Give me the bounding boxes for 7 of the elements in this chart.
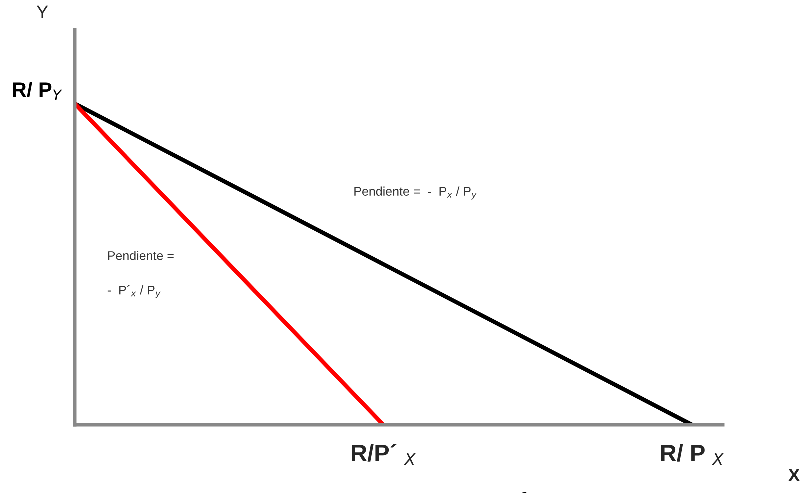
text: R/ P$_{Y}$	[13, 82, 62, 100]
x-tick-label: R/P´ $_{X}$	[352, 444, 416, 466]
x-axis-title: X	[788, 469, 800, 482]
x-tick-label: R/ P $_{X}$	[661, 444, 724, 466]
text: Pendiente = - P´$_{x}$ / P$_{y}$	[108, 251, 174, 298]
y-axis-title: Y	[36, 6, 48, 18]
annotation: Pendiente = - P$_{x}$ / P$_{y}$	[354, 186, 477, 200]
